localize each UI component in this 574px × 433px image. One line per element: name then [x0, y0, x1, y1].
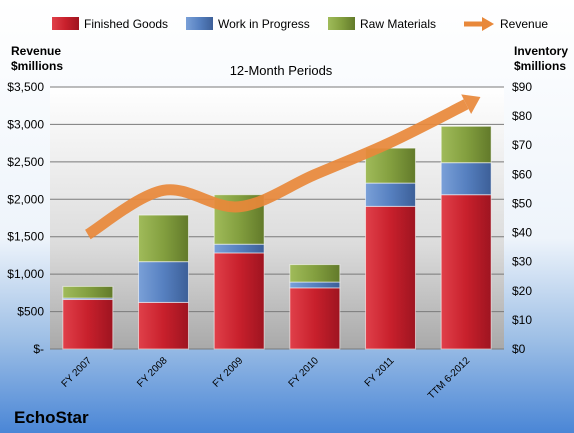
plot-area	[50, 87, 504, 349]
right-tick-label: $10	[512, 313, 532, 327]
left-tick-label: $-	[33, 342, 44, 356]
left-tick-label: $3,500	[7, 80, 44, 94]
right-tick-label: $80	[512, 109, 532, 123]
left-tick-label: $500	[17, 305, 44, 319]
legend-label-finished-goods: Finished Goods	[84, 17, 168, 31]
left-axis-ticks: $- $500 $1,000 $1,500 $2,000 $2,500 $3,000 $3,5…	[7, 80, 44, 356]
bar-work-in-progress	[289, 281, 341, 289]
right-axis-title-line1: Inventory	[514, 44, 568, 58]
legend: Finished Goods Work in Progress Raw Materi…	[52, 17, 548, 31]
legend-swatch-work-in-progress	[186, 17, 213, 30]
company-name: EchoStar	[14, 408, 89, 427]
bar-raw-materials	[138, 214, 189, 263]
bar-finished-goods	[365, 205, 416, 350]
bar-finished-goods	[213, 252, 265, 350]
revenue-line-path	[84, 99, 469, 240]
left-axis-title-line2: $millions	[11, 59, 63, 73]
revenue-arrowhead	[461, 94, 481, 115]
right-tick-label: $90	[512, 80, 532, 94]
left-tick-label: $1,500	[7, 230, 44, 244]
left-axis-title-line1: Revenue	[11, 44, 61, 58]
right-axis-ticks: $0 $10 $20 $30 $40 $50 $60 $70 $80 $90	[512, 80, 532, 356]
bar-work-in-progress	[365, 182, 416, 207]
right-tick-label: $0	[512, 342, 526, 356]
bar-finished-goods	[289, 287, 341, 350]
bar-work-in-progress	[213, 243, 265, 254]
left-tick-label: $1,000	[7, 267, 44, 281]
legend-label-work-in-progress: Work in Progress	[218, 17, 310, 31]
legend-arrow-revenue	[482, 17, 494, 31]
legend-label-raw-materials: Raw Materials	[360, 17, 436, 31]
right-tick-label: $70	[512, 138, 532, 152]
right-tick-label: $50	[512, 196, 532, 210]
bar-work-in-progress	[440, 162, 492, 196]
left-tick-label: $2,000	[7, 192, 44, 206]
right-tick-label: $40	[512, 226, 532, 240]
chart-subtitle: 12-Month Periods	[230, 63, 333, 78]
legend-swatch-finished-goods	[52, 17, 79, 30]
legend-label-revenue: Revenue	[500, 17, 548, 31]
revenue-line	[84, 94, 481, 240]
left-tick-label: $2,500	[7, 155, 44, 169]
right-tick-label: $60	[512, 167, 532, 181]
legend-swatch-raw-materials	[328, 17, 355, 30]
bar-raw-materials	[440, 125, 492, 164]
left-tick-label: $3,000	[7, 117, 44, 131]
bar-finished-goods	[62, 299, 114, 350]
bar-work-in-progress	[138, 261, 189, 303]
bar-finished-goods	[440, 194, 492, 350]
bar-raw-materials	[62, 285, 114, 299]
bar-raw-materials	[289, 264, 341, 283]
bar-finished-goods	[138, 301, 189, 350]
right-tick-label: $20	[512, 284, 532, 298]
right-axis-title-line2: $millions	[514, 59, 566, 73]
right-tick-label: $30	[512, 255, 532, 269]
